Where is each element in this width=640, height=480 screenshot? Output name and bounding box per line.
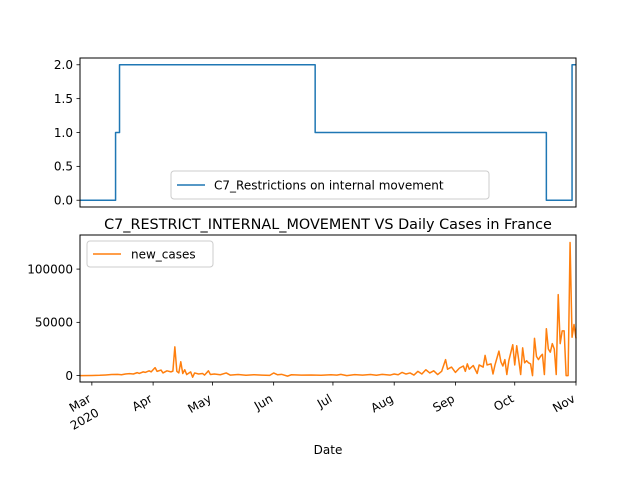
cases-y-ticks: 0 50000 100000 xyxy=(27,262,80,383)
cases-legend: new_cases xyxy=(86,240,214,268)
restrictions-legend-box xyxy=(170,170,490,200)
cases-axes-frame xyxy=(79,234,577,383)
restrictions-y-tick-label: 2.0 xyxy=(54,58,73,72)
restrictions-subplot: 0.0 0.5 1.0 1.5 2.0 C7_Restrictions on inter… xyxy=(54,57,577,208)
restrictions-legend-label: C7_Restrictions on internal movement xyxy=(214,179,444,193)
cases-y-tick-label: 100000 xyxy=(27,262,73,276)
restrictions-y-tick-label: 0.5 xyxy=(54,160,73,174)
restrictions-series-line xyxy=(80,64,576,201)
restrictions-legend: C7_Restrictions on internal movement xyxy=(170,170,490,200)
restrictions-series-path xyxy=(80,64,576,201)
x-tick-label: Jul xyxy=(314,391,334,411)
restrictions-y-tick-label: 1.0 xyxy=(54,126,73,140)
cases-y-tick-label: 0 xyxy=(65,369,73,383)
cases-series-path xyxy=(79,241,577,378)
cases-series-line xyxy=(79,241,577,378)
chart-title: C7_RESTRICT_INTERNAL_MOVEMENT VS Daily C… xyxy=(104,217,552,233)
restrictions-y-ticks: 0.0 0.5 1.0 1.5 2.0 xyxy=(54,58,80,208)
cases-legend-label: new_cases xyxy=(131,248,196,262)
restrictions-y-tick-label: 1.5 xyxy=(54,92,73,106)
x-axis-label: Date xyxy=(314,443,343,457)
cases-y-tick-label: 50000 xyxy=(35,316,73,330)
cases-legend-box xyxy=(86,240,214,268)
restrictions-y-tick-label: 0.0 xyxy=(54,194,73,208)
restrictions-axes-frame xyxy=(79,57,577,208)
